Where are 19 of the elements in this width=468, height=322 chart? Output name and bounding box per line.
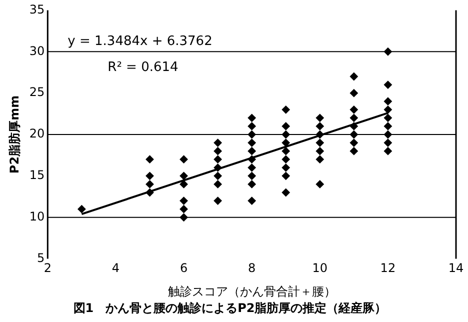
x-tick-label: 6 — [180, 261, 188, 276]
x-axis-title: 触診スコア（かん骨合計＋腰） — [168, 284, 336, 299]
y-tick-label: 15 — [29, 168, 45, 182]
x-tick-label: 4 — [112, 261, 120, 276]
x-tick-label: 8 — [248, 261, 256, 276]
x-tick-label: 10 — [312, 261, 328, 276]
y-tick-label: 10 — [29, 209, 45, 224]
y-axis-title: P2脂肪厚mm — [7, 95, 22, 174]
x-tick-label: 14 — [448, 261, 464, 276]
annotation: y = 1.3484x + 6.3762 — [68, 34, 212, 50]
x-tick-label: 2 — [44, 261, 52, 276]
y-tick-label: 35 — [29, 2, 45, 16]
y-tick-label: 5 — [37, 250, 45, 265]
y-tick-label: 20 — [29, 126, 45, 141]
x-tick-label: 12 — [380, 261, 396, 276]
y-tick-label: 30 — [29, 44, 45, 58]
annotation: R² = 0.614 — [108, 60, 178, 76]
y-tick-label: 25 — [29, 85, 45, 100]
text: 図1 かん骨と腰の触診によるP2脂肪厚の推定（経産豚） — [73, 300, 387, 315]
